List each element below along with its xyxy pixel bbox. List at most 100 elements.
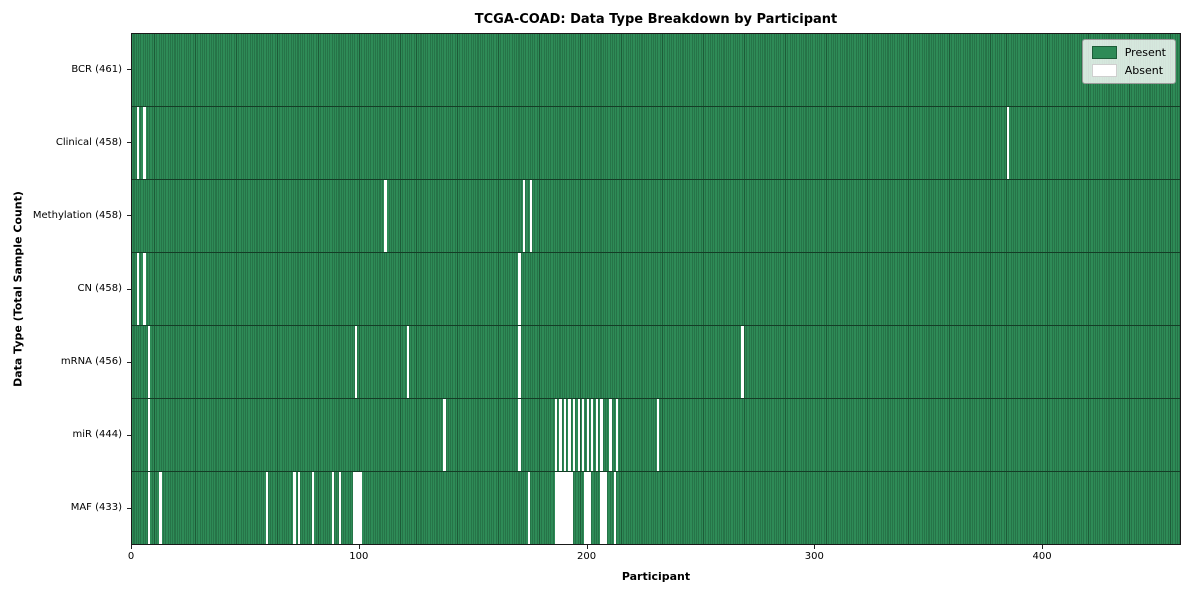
absent-line xyxy=(518,399,521,471)
absent-line xyxy=(518,326,521,398)
absent-line xyxy=(602,472,605,544)
y-tick-mark xyxy=(127,288,131,290)
absent-line xyxy=(591,399,594,471)
absent-line xyxy=(143,107,146,179)
absent-line xyxy=(577,399,580,471)
row-band-maf xyxy=(132,472,1180,544)
absent-line xyxy=(143,253,146,325)
absent-line xyxy=(568,399,571,471)
absent-line xyxy=(297,472,301,544)
absent-line xyxy=(293,472,296,544)
absent-swatch-icon xyxy=(1091,64,1117,77)
absent-line xyxy=(563,399,567,471)
x-tick-mark xyxy=(814,545,816,549)
absent-line xyxy=(570,472,574,544)
absent-line xyxy=(136,253,139,325)
legend-label-present: Present xyxy=(1124,46,1166,59)
absent-line xyxy=(518,253,521,325)
absent-line xyxy=(527,472,530,544)
plot-area xyxy=(131,33,1181,545)
x-tick-mark xyxy=(131,545,132,549)
chart-title: TCGA-COAD: Data Type Breakdown by Partic… xyxy=(474,12,838,27)
absent-line xyxy=(561,472,564,544)
absent-line xyxy=(147,472,151,544)
absent-line xyxy=(352,472,355,544)
absent-line xyxy=(613,472,617,544)
absent-line xyxy=(523,180,526,252)
x-tick-label: 0 xyxy=(127,551,135,562)
row-band-mir xyxy=(132,399,1180,472)
absent-line xyxy=(147,399,151,471)
absent-line xyxy=(354,472,358,544)
absent-line xyxy=(554,399,558,471)
present-swatch-icon xyxy=(1091,46,1117,59)
absent-line xyxy=(529,180,533,252)
x-tick-label: 100 xyxy=(349,551,369,562)
absent-line xyxy=(588,472,592,544)
y-tick-label-mir: miR (444) xyxy=(72,429,122,441)
y-tick-label-clinical: Clinical (458) xyxy=(55,136,122,148)
x-tick-label: 300 xyxy=(804,551,824,562)
absent-line xyxy=(582,399,585,471)
y-tick-label-cn: CN (458) xyxy=(77,283,122,294)
absent-line xyxy=(332,472,335,544)
absent-line xyxy=(557,472,560,544)
absent-line xyxy=(559,399,562,471)
absent-line xyxy=(595,399,599,471)
y-tick-label-bcr: BCR (461) xyxy=(71,63,122,75)
absent-line xyxy=(384,180,387,252)
y-tick-mark xyxy=(127,507,131,509)
row-band-mrna xyxy=(132,326,1180,399)
row-band-clinical xyxy=(132,107,1180,180)
x-tick-mark xyxy=(1042,545,1044,549)
absent-line xyxy=(609,399,612,471)
y-tick-mark xyxy=(127,434,131,436)
legend: Present Absent xyxy=(1081,39,1176,84)
absent-line xyxy=(584,472,587,544)
absent-line xyxy=(136,107,139,179)
absent-line xyxy=(159,472,162,544)
absent-line xyxy=(359,472,362,544)
absent-line xyxy=(586,472,589,544)
row-band-cn xyxy=(132,253,1180,326)
absent-line xyxy=(573,399,576,471)
absent-line xyxy=(338,472,342,544)
absent-line xyxy=(741,326,744,398)
y-tick-mark xyxy=(127,215,131,217)
legend-item-present: Present xyxy=(1091,46,1166,59)
absent-line xyxy=(554,472,558,544)
absent-line xyxy=(311,472,314,544)
x-tick-mark xyxy=(586,545,588,549)
absent-line xyxy=(616,399,619,471)
absent-line xyxy=(604,472,608,544)
x-tick-label: 400 xyxy=(1032,551,1052,562)
absent-line xyxy=(443,399,446,471)
absent-line xyxy=(657,399,660,471)
absent-line xyxy=(600,472,603,544)
y-tick-label-methylation: Methylation (458) xyxy=(32,209,122,221)
y-tick-label-maf: MAF (433) xyxy=(70,502,122,514)
row-band-bcr xyxy=(132,34,1180,107)
y-tick-mark xyxy=(127,142,131,144)
y-tick-label-mrna: mRNA (456) xyxy=(60,356,122,368)
absent-line xyxy=(407,326,410,398)
y-tick-mark xyxy=(127,361,131,363)
absent-line xyxy=(563,472,567,544)
absent-line xyxy=(559,472,562,544)
absent-line xyxy=(568,472,571,544)
legend-item-absent: Absent xyxy=(1091,64,1166,77)
absent-line xyxy=(586,399,589,471)
absent-line xyxy=(566,472,569,544)
absent-line xyxy=(147,326,151,398)
absent-line xyxy=(266,472,269,544)
absent-line xyxy=(1007,107,1010,179)
row-band-methylation xyxy=(132,180,1180,253)
absent-line xyxy=(357,472,360,544)
absent-line xyxy=(600,399,603,471)
y-tick-mark xyxy=(127,69,131,71)
x-axis-label: Participant xyxy=(621,570,691,583)
absent-line xyxy=(354,326,358,398)
x-tick-label: 200 xyxy=(576,551,597,562)
x-tick-mark xyxy=(358,545,360,549)
